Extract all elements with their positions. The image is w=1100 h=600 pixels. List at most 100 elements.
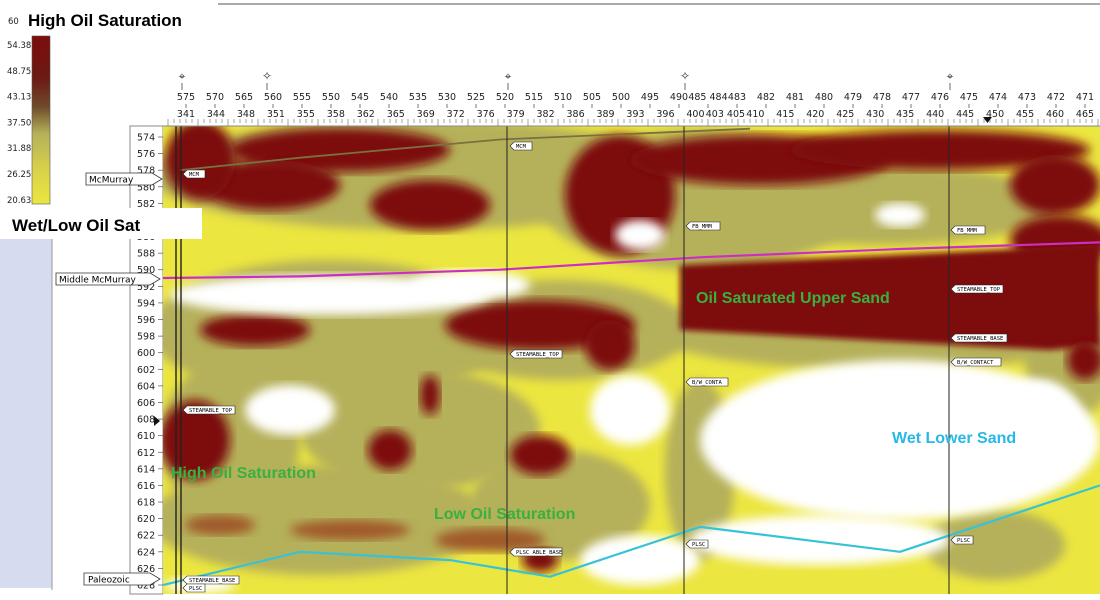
well-marker-label: PLSC <box>189 586 202 592</box>
y-tick: 610 <box>137 431 155 442</box>
x-tick-top: 476 <box>931 92 949 103</box>
wet-zone <box>245 385 335 435</box>
middle-mcmurray-label: Middle McMurray <box>59 276 137 286</box>
cursor-indicator <box>154 416 160 426</box>
well-marker-label: B/W_CONTACT <box>957 360 994 366</box>
high-zone-upper-sand <box>680 245 1100 350</box>
x-tick-bottom: 430 <box>866 109 884 120</box>
x-tick-top: 545 <box>351 92 369 103</box>
annotation-low-oil-saturation: Low Oil Saturation <box>434 506 575 523</box>
well-marker-label: STEAMABLE_BASE <box>957 336 1003 342</box>
y-tick: 588 <box>137 249 155 260</box>
well-marker: STEAMABLE_BASE <box>182 575 240 585</box>
x-tick-top: 473 <box>1018 92 1036 103</box>
x-tick-top: 500 <box>612 92 630 103</box>
well-marker: STEAMABLE_TOP <box>950 284 1004 294</box>
x-tick-top: 515 <box>525 92 543 103</box>
x-tick-top: 490 <box>670 92 688 103</box>
x-tick-top: 477 <box>902 92 920 103</box>
y-tick: 590 <box>137 265 155 276</box>
paleozoic-tag <box>83 572 161 586</box>
well-symbol-icon: ⌖ <box>505 69 512 83</box>
wet-zone <box>615 220 665 250</box>
x-tick-top: 480 <box>815 92 833 103</box>
x-tick-top: 535 <box>409 92 427 103</box>
well-marker: B/W_CONTACT <box>950 357 1002 367</box>
y-tick: 576 <box>137 149 155 160</box>
well-marker: PLSC <box>182 583 206 593</box>
y-tick: 600 <box>137 348 155 359</box>
high-zone <box>510 435 570 475</box>
high-zone <box>163 400 230 480</box>
colorbar-tick: 43.13 <box>7 93 31 103</box>
x-tick-top: 479 <box>844 92 862 103</box>
well-marker-label: B/W_CONTA <box>692 380 722 386</box>
wet-zone <box>1000 380 1080 460</box>
x-tick-top: 520 <box>496 92 514 103</box>
mcmurray-label: McMurray <box>89 176 134 186</box>
well-symbol-icon: ✧ <box>262 69 272 83</box>
axis-pointer-icon <box>983 117 992 123</box>
well-marker-label: PLSC <box>692 542 705 548</box>
colorbar-tick: 37.50 <box>7 118 31 128</box>
x-tick-bottom: 410 <box>746 109 764 120</box>
well-marker: MCM <box>509 141 533 151</box>
x-tick-bottom: 425 <box>836 109 854 120</box>
mid-high-zone <box>435 528 545 552</box>
mid-zone <box>700 165 1060 245</box>
x-tick-top: 483 <box>728 92 746 103</box>
high-zone <box>790 130 1090 170</box>
well-marker-label: STEAMABLE_TOP <box>189 408 233 414</box>
well-marker-label: STEAMABLE_TOP <box>516 352 560 358</box>
mid-zone <box>300 370 540 490</box>
y-tick: 620 <box>137 514 155 525</box>
x-tick-top: 482 <box>757 92 775 103</box>
horizon-lines <box>163 127 1100 587</box>
low-label-bg <box>0 208 202 239</box>
mcmurray-horizon-line <box>179 127 751 172</box>
middle-mcmurray-horizon-line <box>163 241 1100 280</box>
x-tick-bottom: 382 <box>537 109 555 120</box>
x-tick-bottom: 400 <box>686 109 704 120</box>
well-marker: STEAMABLE_BASE <box>950 333 1008 343</box>
annotation-wet-lower-sand: Wet Lower Sand <box>892 430 1016 447</box>
y-tick: 604 <box>137 381 155 392</box>
x-tick-bottom: 455 <box>1016 109 1034 120</box>
well-symbol-icon: ⌖ <box>947 69 954 83</box>
wet-low-oil-sat-title: Wet/Low Oil Sat <box>12 216 140 235</box>
paleozoic-label: Paleozoic <box>88 576 130 586</box>
x-tick-bottom: 445 <box>956 109 974 120</box>
wet-zone <box>875 203 925 227</box>
wet-zone <box>690 515 950 565</box>
well-marker-label: STEAMABLE_BASE <box>189 578 235 584</box>
wet-zone <box>580 535 700 585</box>
high-zone <box>420 375 440 415</box>
x-tick-top: 485 484 <box>688 92 727 103</box>
colorbar-gradient <box>31 35 51 205</box>
y-tick: 618 <box>137 498 155 509</box>
y-tick: 608 <box>137 415 155 426</box>
high-oil-saturation-title: High Oil Saturation <box>28 11 182 30</box>
x-tick-top: 555 <box>293 92 311 103</box>
x-tick-bottom: 389 <box>596 109 614 120</box>
y-tick: 574 <box>137 133 155 144</box>
well-marker: FB_MMM <box>950 225 986 235</box>
y-tick: 628 <box>137 581 155 592</box>
colorbar-tick: 26.25 <box>7 170 31 180</box>
high-zone <box>585 320 635 370</box>
y-tick: 622 <box>137 531 155 542</box>
x-tick-top: 575 <box>177 92 195 103</box>
y-tick: 580 <box>137 182 155 193</box>
colorbar-tick: 20.63 <box>7 196 31 206</box>
well-marker: FB_MMM <box>685 221 721 231</box>
x-tick-bottom: 358 <box>327 109 345 120</box>
x-tick-top: 472 <box>1047 92 1065 103</box>
high-zone <box>200 314 310 346</box>
x-tick-top: 560 <box>264 92 282 103</box>
y-tick: 596 <box>137 315 155 326</box>
wet-zone <box>590 375 670 445</box>
colorbar-tick: 31.88 <box>7 144 31 154</box>
well-marker: B/W_CONTA <box>685 377 729 387</box>
x-tick-bottom: 369 <box>417 109 435 120</box>
mcmurray-tag <box>85 172 163 186</box>
